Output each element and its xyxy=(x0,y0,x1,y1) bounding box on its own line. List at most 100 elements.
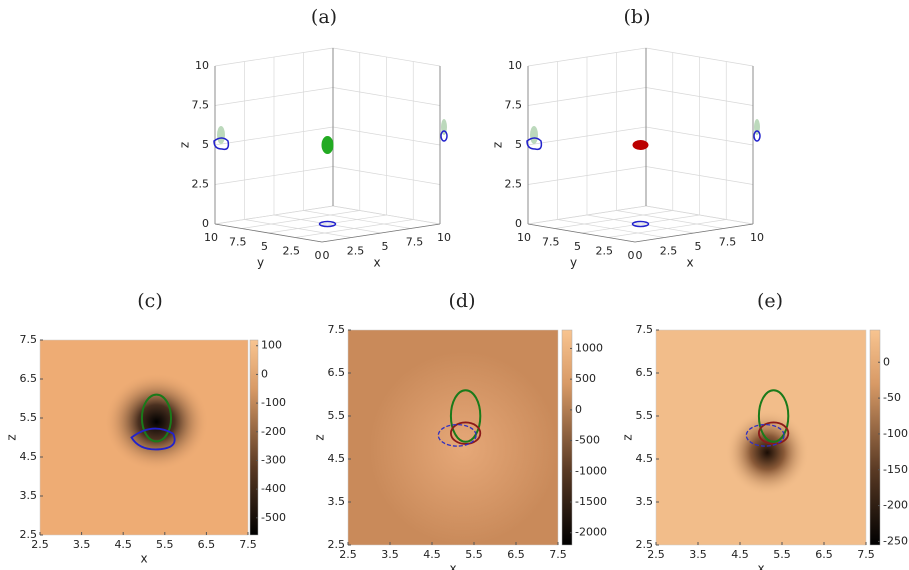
z-tick-label: 0 xyxy=(202,217,209,230)
grid-line xyxy=(645,87,754,106)
y-axis-label: z xyxy=(621,434,635,440)
grid-line xyxy=(645,166,754,185)
y-tick-label: 3.5 xyxy=(636,495,654,508)
grid-line xyxy=(332,87,441,106)
y-tick-label: 6.5 xyxy=(328,366,346,379)
axis-edge xyxy=(321,223,441,243)
x-tick-label: 6.5 xyxy=(815,548,833,561)
x-tick-label: 0 xyxy=(323,249,330,262)
x-tick-label: 7.5 xyxy=(857,548,875,561)
contour xyxy=(437,423,477,447)
x-tick-label: 6.5 xyxy=(198,538,216,551)
colorbar xyxy=(561,329,573,546)
panel-title: (e) xyxy=(757,290,783,312)
y-tick-label: 2.5 xyxy=(328,538,346,551)
contour xyxy=(140,393,173,443)
contour xyxy=(631,220,650,228)
z-tick-label: 2.5 xyxy=(505,178,523,191)
contour xyxy=(753,130,761,142)
grid-line xyxy=(332,205,441,225)
x-axis-label: x xyxy=(757,562,764,570)
grid-line xyxy=(527,126,647,146)
contour xyxy=(757,389,790,443)
y-axis-label: z xyxy=(313,434,327,440)
y-tick-label: 7.5 xyxy=(636,323,654,336)
x-tick-label: 2.5 xyxy=(31,538,49,551)
colorbar-tick-label: 100 xyxy=(261,339,282,352)
y-tick-label: 2.5 xyxy=(596,245,614,258)
y-axis-label: y xyxy=(570,256,577,270)
x-tick-label: 3.5 xyxy=(73,538,91,551)
z-tick-label: 7.5 xyxy=(192,99,210,112)
x-tick-label: 7.5 xyxy=(239,538,257,551)
z-tick-label: 5 xyxy=(202,138,209,151)
x-axis-label: x xyxy=(449,562,456,570)
x-tick-label: 7.5 xyxy=(719,236,737,249)
colorbar-tick-label: 0 xyxy=(261,367,268,380)
x-tick-label: 2.5 xyxy=(660,245,678,258)
grid-line xyxy=(527,87,647,106)
object xyxy=(632,140,649,150)
y-tick-label: 5 xyxy=(574,240,581,253)
grid-line xyxy=(527,166,647,185)
y-tick-label: 7.5 xyxy=(229,236,247,249)
colorbar-tick-label: -300 xyxy=(261,453,286,466)
x-tick-label: 3.5 xyxy=(381,548,399,561)
y-tick-label: 2.5 xyxy=(283,245,301,258)
colorbar-tick-label: 0 xyxy=(575,403,582,416)
x-tick-label: 7.5 xyxy=(549,548,567,561)
panel-title: (b) xyxy=(624,6,651,28)
panel-title: (c) xyxy=(137,290,162,312)
plot-frame xyxy=(39,339,249,536)
axis-edge xyxy=(634,223,754,243)
z-tick-label: 10 xyxy=(508,59,522,72)
grid-line xyxy=(581,214,700,234)
y-tick-label: 10 xyxy=(517,231,531,244)
panel-title: (a) xyxy=(311,6,337,28)
x-axis-label: x xyxy=(686,256,693,270)
x-tick-label: 6.5 xyxy=(507,548,525,561)
axis-edge xyxy=(214,223,323,243)
panel-title: (d) xyxy=(449,290,476,312)
y-tick-label: 7.5 xyxy=(542,236,560,249)
plot-frame xyxy=(655,329,867,546)
grid-line xyxy=(214,47,334,67)
z-tick-label: 0 xyxy=(515,217,522,230)
y-tick-label: 5.5 xyxy=(20,411,38,424)
grid-line xyxy=(241,210,360,229)
y-tick-label: 10 xyxy=(204,231,218,244)
x-tick-label: 7.5 xyxy=(406,236,424,249)
grid-line xyxy=(214,87,334,106)
grid-line xyxy=(332,47,441,67)
x-tick-label: 3.5 xyxy=(689,548,707,561)
grid-line xyxy=(554,210,673,229)
colorbar-tick-label: -50 xyxy=(883,391,901,404)
y-tick-label: 5.5 xyxy=(328,409,346,422)
y-tick-label: 4.5 xyxy=(636,452,654,465)
grid-line xyxy=(214,166,334,185)
colorbar-tick-label: -1500 xyxy=(575,495,607,508)
y-tick-label: 2.5 xyxy=(636,538,654,551)
z-tick-label: 10 xyxy=(195,59,209,72)
colorbar-tick-label: 500 xyxy=(575,372,596,385)
y-tick-label: 0 xyxy=(628,249,635,262)
grid-line xyxy=(527,47,647,67)
colorbar-tick-label: -1000 xyxy=(575,464,607,477)
contour xyxy=(745,423,785,447)
object xyxy=(321,136,334,154)
x-tick-label: 5.5 xyxy=(156,538,174,551)
y-tick-label: 6.5 xyxy=(20,372,38,385)
colorbar-tick-label: 0 xyxy=(883,355,890,368)
y-tick-label: 5 xyxy=(261,240,268,253)
y-tick-label: 6.5 xyxy=(636,366,654,379)
contour xyxy=(449,389,482,443)
grid-line xyxy=(645,205,754,225)
grid-line xyxy=(214,205,334,225)
z-tick-label: 7.5 xyxy=(505,99,523,112)
colorbar-tick-label: -500 xyxy=(575,434,600,447)
colorbar-tick-label: -150 xyxy=(883,463,908,476)
y-tick-label: 4.5 xyxy=(328,452,346,465)
grid-line xyxy=(645,47,754,67)
y-tick-label: 3.5 xyxy=(20,489,38,502)
x-tick-label: 5.5 xyxy=(465,548,483,561)
